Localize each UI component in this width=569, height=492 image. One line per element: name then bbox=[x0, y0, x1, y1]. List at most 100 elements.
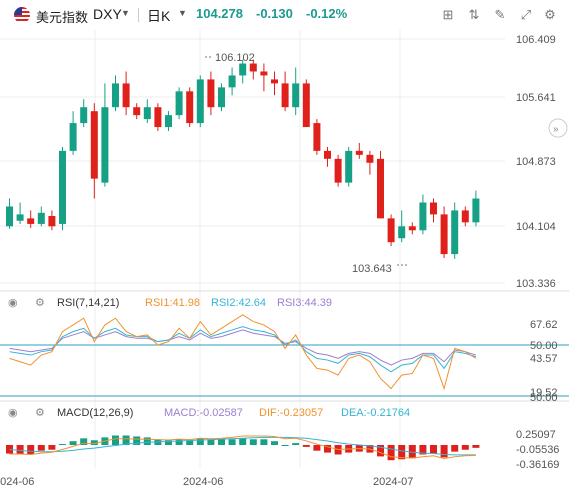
candle bbox=[271, 71, 278, 96]
candle-body bbox=[196, 79, 204, 124]
settings-icon[interactable]: ⚙ bbox=[544, 7, 556, 22]
macd-bar bbox=[324, 445, 331, 453]
rsi3-value: RSI3:44.39 bbox=[277, 297, 332, 309]
candle bbox=[80, 99, 88, 128]
last-price: 104.278 bbox=[196, 6, 243, 21]
rsi-lines bbox=[9, 314, 477, 391]
macd-value: MACD:-0.02587 bbox=[164, 407, 243, 419]
candle bbox=[440, 206, 448, 259]
rsi-title: RSI(7,14,21) bbox=[57, 297, 119, 309]
settings-icon[interactable]: ⚙ bbox=[35, 297, 45, 309]
time-tick: 2024-06 bbox=[183, 476, 223, 488]
candle-type-icon[interactable]: ⊞ bbox=[442, 7, 454, 22]
macd-bar bbox=[292, 443, 300, 445]
candle bbox=[377, 150, 384, 219]
indicator-icon[interactable]: ⇅ bbox=[468, 7, 480, 22]
macd-bar bbox=[27, 445, 35, 455]
divider bbox=[138, 8, 139, 22]
eye-icon[interactable]: ◉ bbox=[8, 297, 18, 309]
candle bbox=[143, 99, 151, 124]
price-tick: 106.409 bbox=[516, 34, 556, 46]
candle-body bbox=[461, 210, 469, 223]
macd-bar bbox=[387, 445, 395, 461]
macd-bar bbox=[133, 436, 141, 445]
candle bbox=[154, 103, 162, 132]
candle-body bbox=[451, 210, 459, 255]
candle-body bbox=[154, 107, 162, 128]
macd-bar bbox=[249, 439, 257, 445]
period-dropdown-icon[interactable]: ▼ bbox=[178, 8, 187, 18]
macd-tick: -0.05536 bbox=[516, 444, 559, 456]
candle-body bbox=[334, 158, 342, 183]
macd-bar bbox=[430, 445, 437, 454]
time-axis: 2024-06 2024-06 2024-07 bbox=[0, 476, 413, 488]
candle-body bbox=[228, 75, 236, 88]
macd-bar bbox=[80, 438, 88, 445]
candle bbox=[408, 222, 416, 235]
candle bbox=[355, 142, 363, 159]
macd-bar bbox=[48, 445, 56, 450]
rsi2-value: RSI2:42.64 bbox=[211, 297, 266, 309]
candle-body bbox=[302, 83, 310, 128]
candle-body bbox=[69, 123, 77, 151]
instrument-symbol[interactable]: DXY bbox=[93, 6, 122, 22]
candle bbox=[196, 75, 204, 128]
macd-bar bbox=[69, 441, 77, 445]
candle-body bbox=[345, 150, 353, 183]
macd-bar bbox=[302, 445, 310, 447]
candle-body bbox=[48, 215, 56, 227]
settings-icon[interactable]: ⚙ bbox=[35, 407, 45, 419]
scroll-to-latest-button[interactable]: » bbox=[548, 118, 568, 138]
candle bbox=[218, 83, 225, 112]
rsi3-line bbox=[9, 329, 477, 366]
candle-body bbox=[59, 150, 66, 224]
rsi-tick: 19.52 bbox=[530, 387, 558, 399]
instrument-name[interactable]: 美元指数 bbox=[36, 10, 89, 25]
candle-body bbox=[6, 206, 13, 227]
candle bbox=[48, 210, 56, 231]
macd-bar bbox=[59, 444, 66, 446]
candle bbox=[186, 87, 194, 128]
candle bbox=[472, 190, 480, 227]
period-selector[interactable]: 日K bbox=[147, 8, 171, 24]
candle bbox=[249, 59, 257, 80]
symbol-dropdown-icon[interactable]: ▼ bbox=[121, 8, 130, 18]
dif-value: DIF:-0.23057 bbox=[259, 407, 323, 419]
candle-body bbox=[324, 150, 331, 159]
candle-body bbox=[281, 83, 289, 108]
macd-bar bbox=[408, 445, 416, 459]
candle-body bbox=[430, 202, 437, 215]
macd-bar bbox=[451, 445, 459, 452]
drawing-icon[interactable]: ✎ bbox=[494, 7, 506, 22]
candle bbox=[207, 71, 215, 116]
macd-bar bbox=[37, 445, 45, 451]
macd-bar bbox=[472, 445, 480, 448]
candle-body bbox=[398, 226, 406, 239]
time-tick: 2024-07 bbox=[373, 476, 413, 488]
candle bbox=[345, 146, 353, 187]
candle-body bbox=[366, 154, 374, 163]
macd-bar bbox=[165, 440, 172, 445]
grid bbox=[0, 30, 505, 468]
candle bbox=[313, 119, 321, 155]
candle-body bbox=[37, 212, 45, 224]
rsi-tick: 67.62 bbox=[530, 319, 558, 331]
macd-bar bbox=[6, 445, 13, 454]
macd-bar bbox=[196, 438, 204, 445]
macd-bar bbox=[377, 445, 384, 457]
candle bbox=[228, 67, 236, 96]
candle-body bbox=[16, 214, 24, 221]
macd-bar bbox=[440, 445, 448, 458]
macd-bar bbox=[218, 439, 225, 445]
fullscreen-icon[interactable]: ⤢ bbox=[520, 7, 532, 22]
candle bbox=[165, 111, 172, 132]
candle-body bbox=[133, 107, 141, 116]
price-axis: 106.409 105.641 104.873 104.104 103.336 bbox=[516, 34, 556, 290]
rsi-tick: 50.00 bbox=[530, 340, 558, 352]
eye-icon[interactable]: ◉ bbox=[8, 407, 18, 419]
macd-bar bbox=[313, 445, 321, 451]
price-tick: 104.104 bbox=[516, 221, 556, 233]
time-tick: 2024-06 bbox=[0, 476, 34, 488]
rsi1-value: RSI1:41.98 bbox=[145, 297, 200, 309]
